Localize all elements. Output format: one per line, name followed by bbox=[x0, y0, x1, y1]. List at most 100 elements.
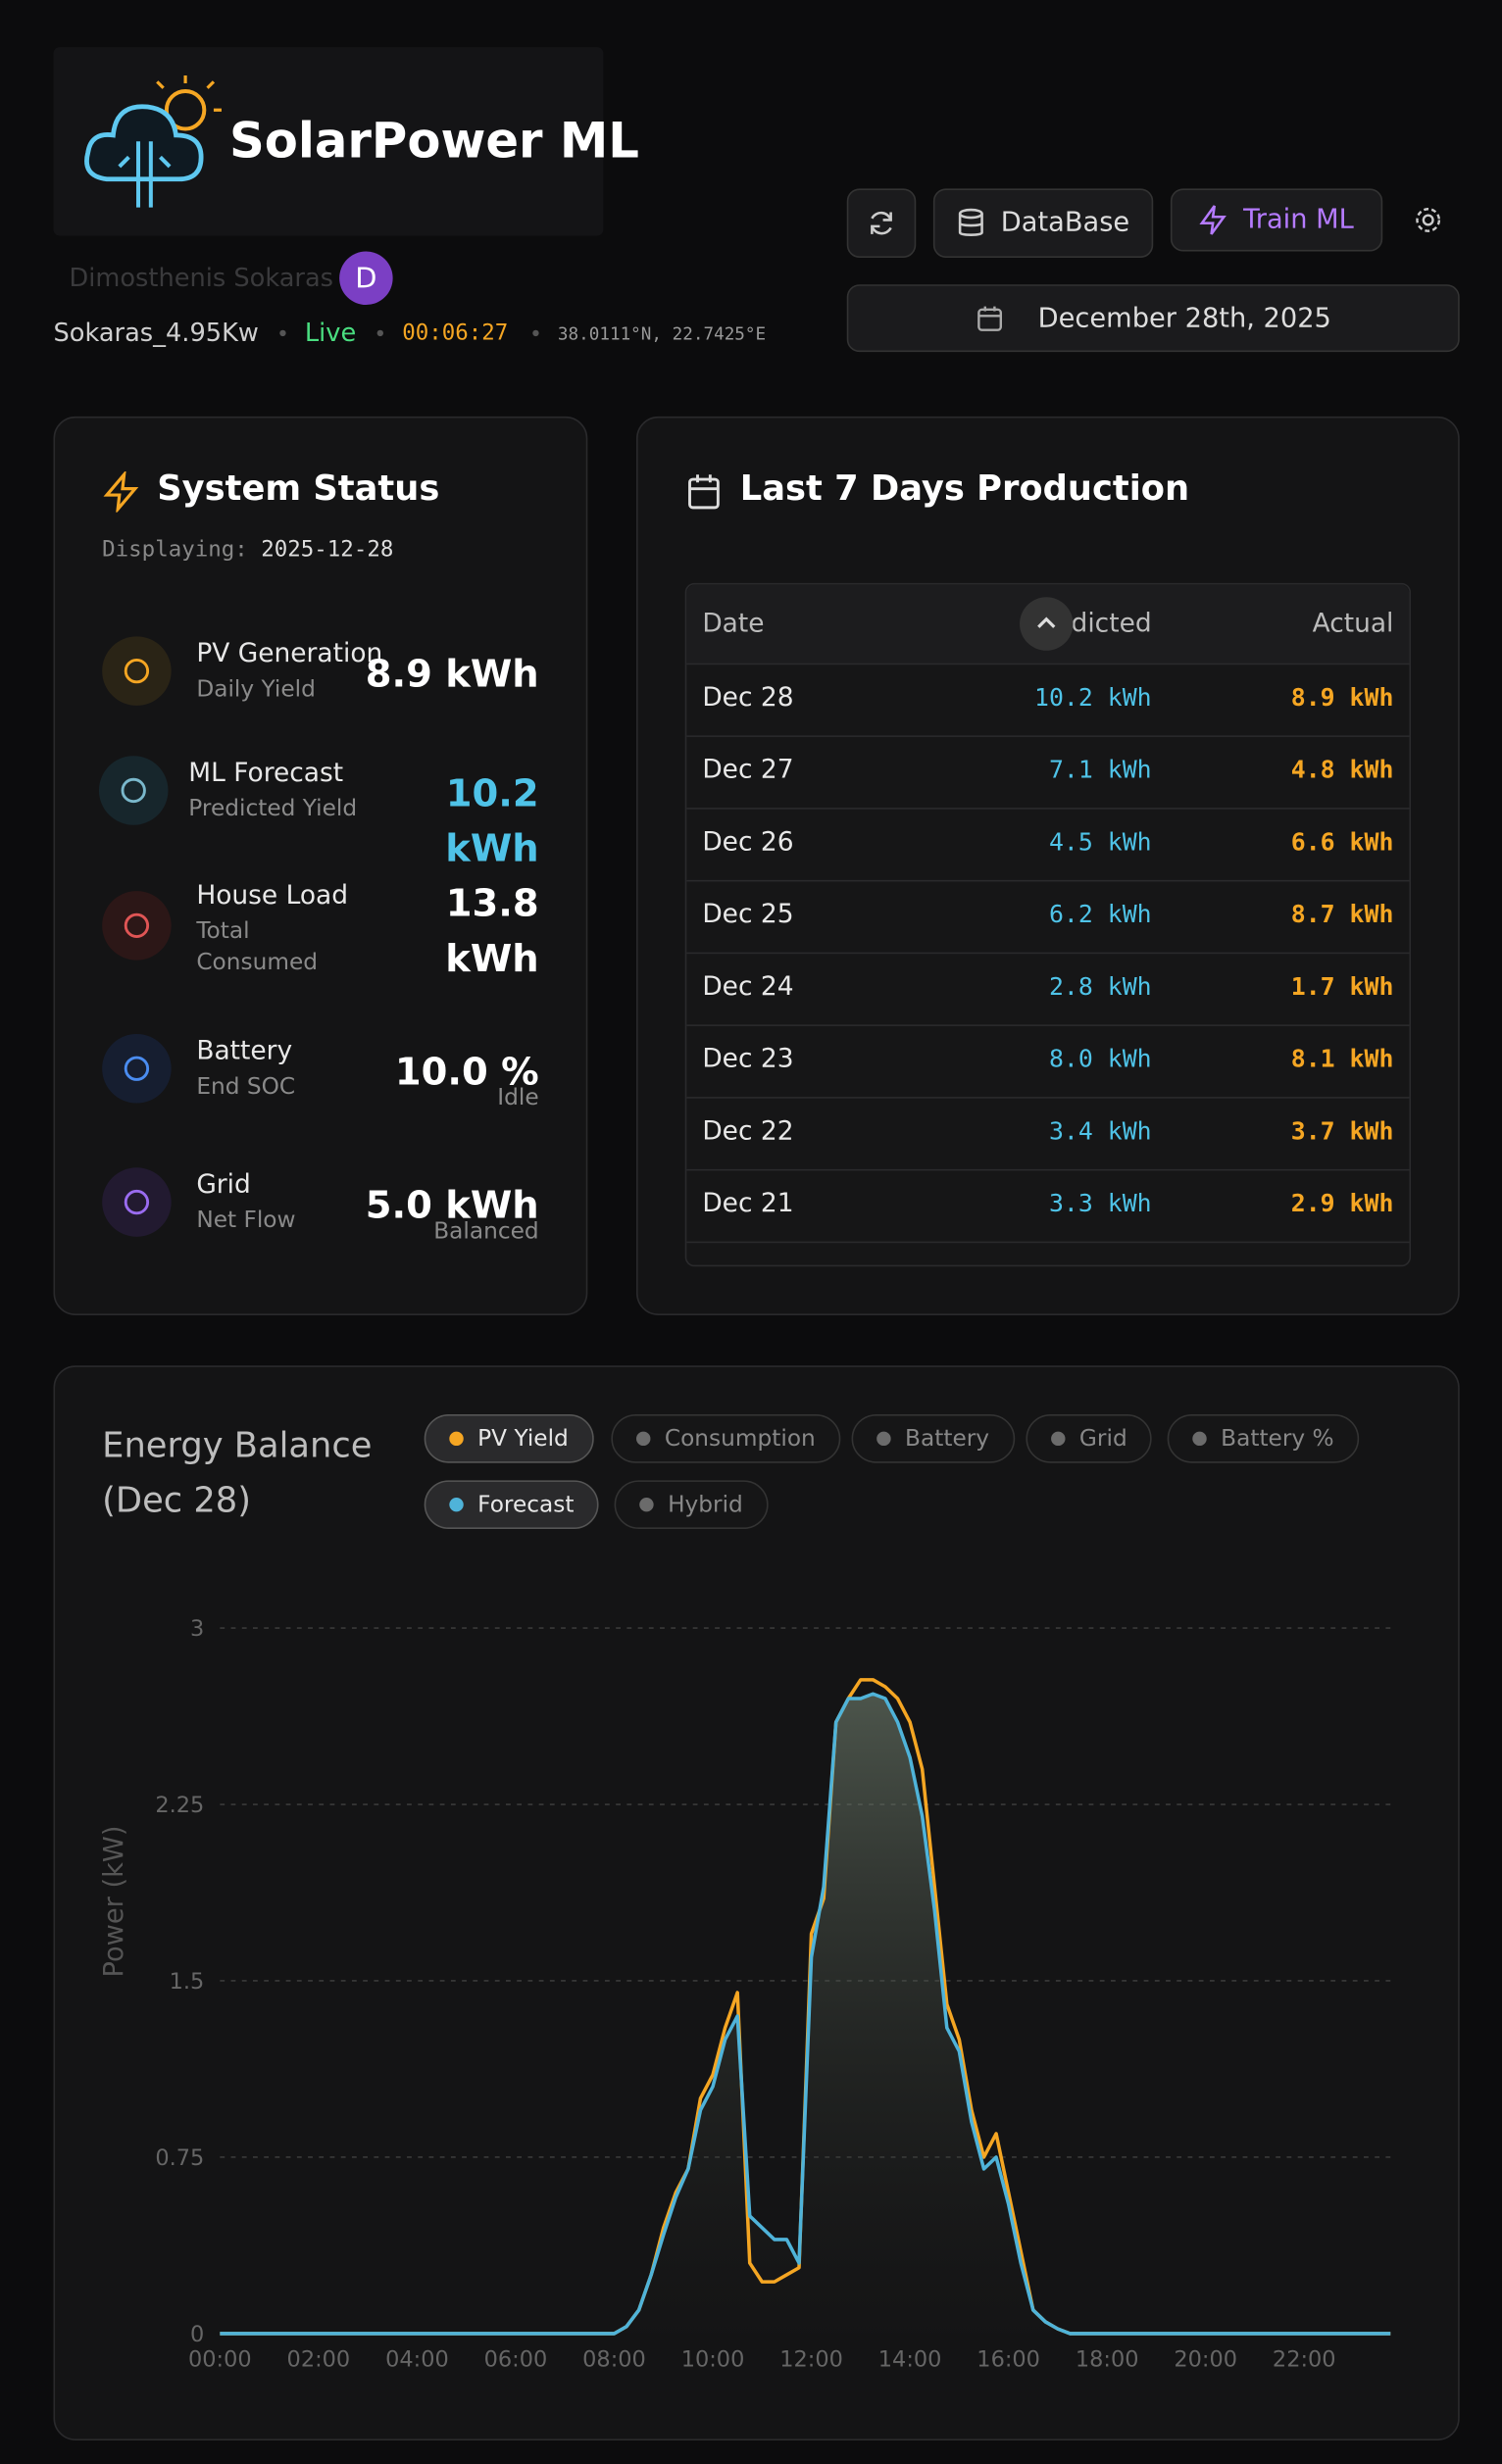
status-value: 5.0 kWh bbox=[365, 1183, 539, 1228]
settings-button[interactable] bbox=[1413, 204, 1444, 235]
status-label: ML Forecast bbox=[188, 757, 344, 788]
status-sub: Total Consumed bbox=[196, 918, 319, 976]
table-header: Date bbox=[702, 608, 765, 638]
database-label: DataBase bbox=[1000, 207, 1130, 239]
legend-dot bbox=[636, 1431, 651, 1447]
date-cell: Dec 21 bbox=[702, 1188, 794, 1218]
actual-cell: 6.6 kWh bbox=[1290, 827, 1394, 857]
predicted-cell: 6.2 kWh bbox=[1048, 900, 1152, 929]
status-label: Battery bbox=[196, 1035, 293, 1066]
status-value: 10.0 % bbox=[394, 1050, 539, 1094]
coords: 38.0111°N, 22.7425°E bbox=[557, 323, 767, 345]
train-button[interactable]: Train ML bbox=[1170, 188, 1383, 252]
x-tick-label: 02:00 bbox=[287, 2347, 351, 2373]
separator bbox=[532, 329, 539, 337]
actual-cell: 4.8 kWh bbox=[1290, 756, 1394, 785]
status-note: Idle bbox=[497, 1085, 539, 1111]
legend-toggle[interactable]: Grid bbox=[1026, 1413, 1153, 1463]
legend-label: Hybrid bbox=[668, 1492, 743, 1518]
displaying-date: 2025-12-28 bbox=[261, 537, 394, 563]
user-name: Dimosthenis Sokaras bbox=[69, 262, 334, 293]
status-value: 13.8 kWh bbox=[445, 881, 539, 981]
predicted-cell: 4.5 kWh bbox=[1048, 827, 1152, 857]
legend-dot bbox=[1192, 1431, 1207, 1447]
table-row-divider bbox=[686, 1097, 1410, 1099]
date-cell: Dec 28 bbox=[702, 681, 794, 713]
x-tick-label: 06:00 bbox=[484, 2347, 548, 2373]
x-tick-label: 14:00 bbox=[878, 2347, 942, 2373]
x-tick-label: 10:00 bbox=[681, 2347, 745, 2373]
database-button[interactable]: DataBase bbox=[932, 188, 1154, 258]
actual-cell: 1.7 kWh bbox=[1290, 972, 1394, 1002]
actual-cell: 8.9 kWh bbox=[1290, 683, 1394, 713]
y-tick-label: 0.75 bbox=[155, 2145, 204, 2171]
predicted-cell: 7.1 kWh bbox=[1048, 756, 1152, 785]
status-icon bbox=[98, 756, 169, 825]
y-axis-label: Power (kW) bbox=[99, 1826, 129, 1978]
separator bbox=[279, 329, 286, 337]
x-tick-label: 16:00 bbox=[976, 2347, 1040, 2373]
status-sub: Net Flow bbox=[196, 1207, 296, 1234]
date-cell: Dec 24 bbox=[702, 970, 794, 1002]
series-line bbox=[220, 1692, 1391, 2336]
date-cell: Dec 27 bbox=[702, 754, 794, 785]
x-tick-label: 12:00 bbox=[779, 2347, 843, 2373]
sort-button[interactable] bbox=[1020, 597, 1074, 651]
y-tick-label: 2.25 bbox=[155, 1793, 204, 1818]
date-cell: Dec 23 bbox=[702, 1043, 794, 1074]
table-row-divider bbox=[686, 1168, 1410, 1171]
legend-dot bbox=[639, 1497, 654, 1512]
actual-cell: 2.9 kWh bbox=[1290, 1189, 1394, 1218]
status-icon bbox=[102, 1167, 172, 1237]
legend-label: Battery bbox=[905, 1426, 990, 1452]
actual-cell: 8.1 kWh bbox=[1290, 1045, 1394, 1074]
legend-label: Consumption bbox=[664, 1426, 816, 1452]
legend-toggle[interactable]: Battery bbox=[851, 1413, 1015, 1463]
legend-toggle[interactable]: PV Yield bbox=[424, 1413, 594, 1463]
status-sub: Daily Yield bbox=[196, 677, 316, 703]
status-icon bbox=[103, 470, 139, 513]
chart-title: Energy Balance (Dec 28) bbox=[102, 1426, 373, 1522]
app-name: SolarPower ML bbox=[228, 113, 639, 171]
forecast-area bbox=[220, 1694, 1391, 2334]
table-row-divider bbox=[686, 735, 1410, 737]
status-title: System Status bbox=[157, 469, 440, 510]
actual-cell: 8.7 kWh bbox=[1290, 900, 1394, 929]
x-tick-label: 20:00 bbox=[1174, 2347, 1237, 2373]
status-sub: Predicted Yield bbox=[188, 796, 358, 822]
legend-toggle[interactable]: Battery % bbox=[1167, 1413, 1360, 1463]
x-tick-label: 04:00 bbox=[385, 2347, 449, 2373]
date-label: December 28th, 2025 bbox=[1037, 302, 1331, 334]
live-status: Live bbox=[304, 317, 357, 348]
train-label: Train ML bbox=[1243, 204, 1354, 236]
production-table bbox=[684, 582, 1412, 1267]
legend-label: Forecast bbox=[477, 1492, 575, 1518]
x-tick-label: 18:00 bbox=[1076, 2347, 1139, 2373]
predicted-cell: 2.8 kWh bbox=[1048, 972, 1152, 1002]
y-tick-label: 0 bbox=[190, 2322, 204, 2347]
status-label: House Load bbox=[196, 879, 349, 911]
status-label: PV Generation bbox=[196, 637, 383, 668]
table-row-divider bbox=[686, 879, 1410, 882]
status-value: 10.2 kWh bbox=[445, 771, 539, 871]
predicted-cell: 3.4 kWh bbox=[1048, 1116, 1152, 1146]
logo-icon bbox=[84, 74, 222, 208]
separator bbox=[376, 329, 384, 337]
refresh-button[interactable] bbox=[846, 188, 917, 258]
status-icon bbox=[102, 1033, 172, 1104]
table-row-divider bbox=[686, 808, 1410, 810]
status-card bbox=[53, 416, 588, 1315]
x-tick-label: 08:00 bbox=[582, 2347, 646, 2373]
actual-cell: 3.7 kWh bbox=[1290, 1116, 1394, 1146]
displaying: Displaying: 2025-12-28 bbox=[102, 537, 393, 563]
y-tick-label: 3 bbox=[190, 1616, 204, 1642]
legend-toggle[interactable]: Consumption bbox=[611, 1413, 841, 1463]
legend-toggle[interactable]: Forecast bbox=[424, 1480, 600, 1530]
date-cell: Dec 26 bbox=[702, 826, 794, 857]
production-title: Last 7 Days Production bbox=[739, 469, 1190, 510]
legend-toggle[interactable]: Hybrid bbox=[614, 1480, 769, 1530]
date-picker[interactable]: December 28th, 2025 bbox=[846, 284, 1460, 353]
avatar[interactable]: D bbox=[339, 251, 393, 306]
